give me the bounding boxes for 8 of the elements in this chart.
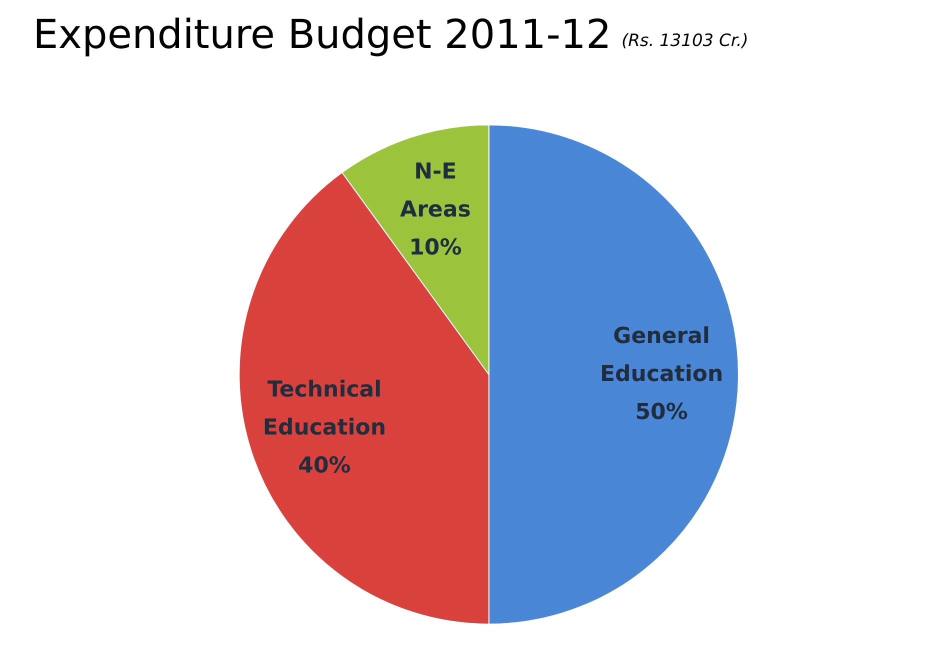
data-label: 50% [635,400,688,425]
slice-label: N-E Areas [400,160,471,223]
data-label: 10% [409,236,462,261]
chart-subtitle: (Rs. 13103 Cr.) [621,31,748,51]
chart-title: Expenditure Budget 2011-12 [33,12,612,58]
slice-label: Technical Education [262,377,386,440]
slice-label: General Education [600,324,724,387]
data-label: 40% [298,453,351,478]
